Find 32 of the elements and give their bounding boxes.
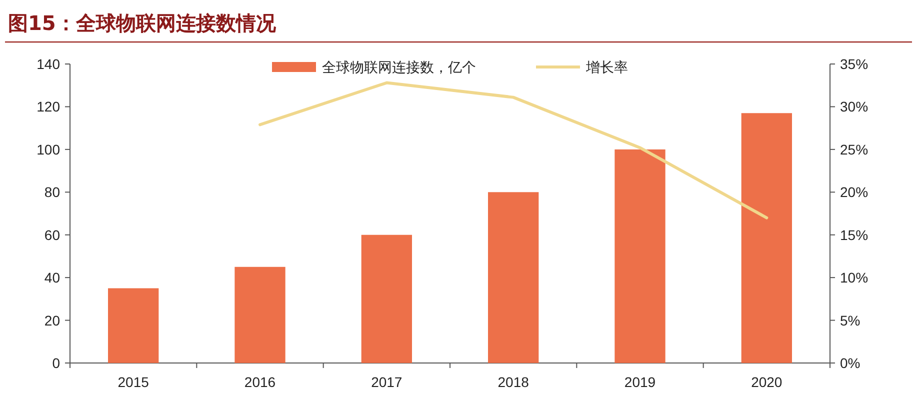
y-tick-label: 40 <box>44 270 60 286</box>
y-tick-label: 120 <box>36 98 60 115</box>
x-tick-label: 2017 <box>371 374 402 390</box>
x-tick-label: 2015 <box>118 374 150 390</box>
bar <box>741 113 792 363</box>
legend-label: 增长率 <box>585 60 628 76</box>
y-tick-label: 80 <box>44 184 60 200</box>
y-tick-label: 60 <box>44 226 60 243</box>
y-tick-label: 140 <box>36 56 60 72</box>
y2-tick-label: 20% <box>840 184 868 200</box>
line-series <box>258 81 768 220</box>
legend-label: 全球物联网连接数，亿个 <box>322 60 476 76</box>
chart-title: 图15：全球物联网连接数情况 <box>8 11 277 35</box>
bar <box>234 266 286 363</box>
x-tick-label: 2016 <box>244 374 276 390</box>
x-tick-label: 2020 <box>751 374 782 390</box>
y-tick-label: 0 <box>52 355 60 371</box>
y2-tick-label: 35% <box>840 56 868 72</box>
x-tick-label: 2018 <box>498 374 530 390</box>
y2-tick-label: 10% <box>840 270 868 286</box>
bar <box>614 149 666 363</box>
y-tick-label: 100 <box>36 141 60 158</box>
y-tick-label: 20 <box>44 312 60 328</box>
y2-tick-label: 0% <box>840 355 860 371</box>
y2-tick-label: 15% <box>840 226 868 243</box>
bar <box>488 192 539 363</box>
bar <box>108 288 159 363</box>
y2-tick-label: 5% <box>840 312 860 328</box>
x-tick-label: 2019 <box>624 374 656 390</box>
bar <box>361 234 412 363</box>
y2-tick-label: 25% <box>840 141 868 158</box>
y2-tick-label: 30% <box>840 98 868 115</box>
